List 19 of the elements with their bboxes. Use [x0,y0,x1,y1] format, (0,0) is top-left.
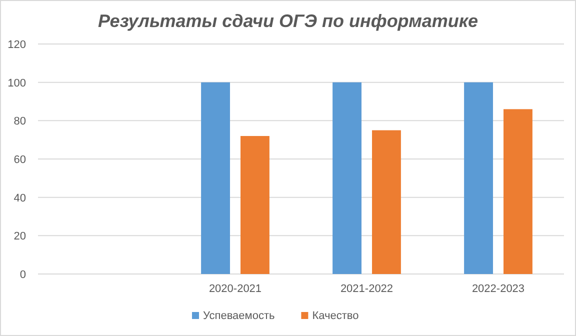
x-tick-label: 2022-2023 [472,283,525,295]
x-tick-label: 2021-2022 [340,283,394,295]
y-tick-label: 80 [14,116,26,128]
legend-label: Качество [312,310,359,322]
bar [504,109,532,274]
y-tick-label: 120 [8,39,26,51]
bar [240,136,270,274]
chart-title: Результаты сдачи ОГЭ по информатике [98,11,478,31]
y-tick-label: 20 [14,230,26,243]
y-tick-label: 60 [14,154,26,166]
bar [464,82,493,274]
bar [201,82,230,274]
bar [372,130,401,274]
y-tick-label: 40 [14,192,26,204]
x-tick-label: 2020-2021 [208,283,262,295]
y-tick-label: 100 [8,77,26,90]
bar [332,82,362,274]
legend-label: Успеваемость [203,310,275,322]
y-tick-label: 0 [20,269,26,281]
